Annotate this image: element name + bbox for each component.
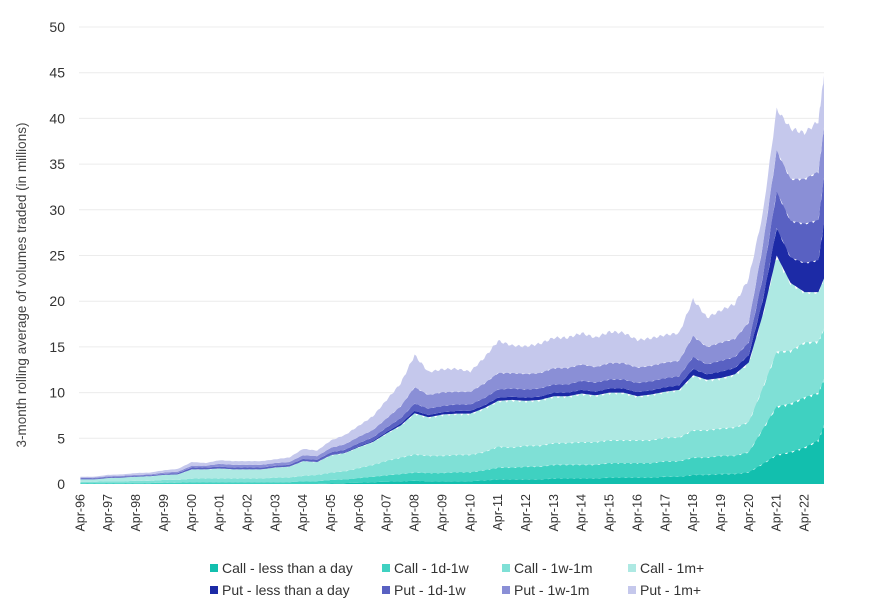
legend-label: Put - 1m+: [640, 582, 702, 598]
area-call-1w-1m: [80, 328, 824, 484]
x-tick-label: Apr-22: [798, 494, 812, 532]
y-tick-label: 30: [49, 202, 65, 218]
x-tick-label: Apr-99: [157, 494, 171, 532]
x-tick-label: Apr-00: [185, 494, 199, 532]
legend-item: Call - 1d-1w: [382, 560, 502, 576]
area-call-less-than-a-day: [80, 424, 824, 484]
y-tick-label: 50: [49, 19, 65, 35]
x-tick-label: Apr-08: [408, 494, 422, 532]
legend-label: Put - less than a day: [222, 582, 350, 598]
area-layers: [80, 75, 824, 484]
x-tick-label: Apr-17: [658, 494, 672, 532]
legend-item: Put - 1d-1w: [382, 582, 502, 598]
y-tick-label: 20: [49, 293, 65, 309]
legend-item: Put - 1m+: [628, 582, 738, 598]
legend-label: Call - 1d-1w: [394, 560, 469, 576]
legend-label: Put - 1d-1w: [394, 582, 466, 598]
x-tick-label: Apr-15: [603, 494, 617, 532]
y-tick-label: 40: [49, 110, 65, 126]
x-tick-label: Apr-16: [630, 494, 644, 532]
y-tick-label: 0: [57, 476, 65, 492]
x-tick-label: Apr-04: [296, 494, 310, 532]
x-tick-label: Apr-21: [770, 494, 784, 532]
x-tick-label: Apr-09: [435, 494, 449, 532]
y-tick-label: 5: [57, 430, 65, 446]
x-axis-ticks: Apr-96 Apr-97 Apr-98 Apr-99 Apr-00 Apr-01 Apr-…: [73, 494, 811, 532]
legend-item: Put - 1w-1m: [502, 582, 628, 598]
legend-swatch: [210, 586, 218, 594]
legend-label: Put - 1w-1m: [514, 582, 590, 598]
x-tick-label: Apr-12: [519, 494, 533, 532]
legend-item: Call - 1m+: [628, 560, 738, 576]
x-tick-label: Apr-02: [241, 494, 255, 532]
x-tick-label: Apr-05: [324, 494, 338, 532]
x-tick-label: Apr-96: [73, 494, 87, 532]
x-tick-label: Apr-13: [547, 494, 561, 532]
y-tick-label: 25: [49, 248, 65, 264]
y-tick-label: 10: [49, 385, 65, 401]
legend-label: Call - 1m+: [640, 560, 705, 576]
legend-swatch: [210, 564, 218, 572]
x-tick-label: Apr-11: [491, 494, 505, 531]
y-tick-label: 45: [49, 65, 65, 81]
gridlines: [79, 26, 824, 439]
legend-item: Call - less than a day: [210, 560, 382, 576]
legend: Call - less than a day Call - 1d-1w Call -…: [210, 560, 730, 598]
x-tick-label: Apr-18: [686, 494, 700, 532]
legend-swatch: [382, 564, 390, 572]
x-tick-label: Apr-10: [463, 494, 477, 532]
legend-swatch: [502, 564, 510, 572]
x-tick-label: Apr-07: [380, 494, 394, 532]
legend-swatch: [628, 564, 636, 572]
x-tick-label: Apr-98: [129, 494, 143, 532]
x-tick-label: Apr-97: [101, 494, 115, 532]
y-tick-label: 35: [49, 156, 65, 172]
y-axis-label: 3-month rolling average of volumes trade…: [14, 123, 29, 448]
x-tick-label: Apr-03: [268, 494, 282, 532]
x-tick-label: Apr-14: [575, 494, 589, 532]
x-tick-label: Apr-19: [714, 494, 728, 532]
legend-swatch: [628, 586, 636, 594]
x-tick-label: Apr-01: [213, 494, 227, 532]
legend-item: Call - 1w-1m: [502, 560, 628, 576]
y-tick-label: 15: [49, 339, 65, 355]
legend-label: Call - 1w-1m: [514, 560, 593, 576]
y-axis-ticks: 0 5 10 15 20 25 30 35 40 45 50: [49, 19, 65, 492]
legend-swatch: [502, 586, 510, 594]
x-tick-label: Apr-20: [742, 494, 756, 532]
legend-swatch: [382, 586, 390, 594]
area-call-1m-: [80, 257, 824, 482]
legend-item: Put - less than a day: [210, 582, 382, 598]
x-tick-label: Apr-06: [352, 494, 366, 532]
legend-label: Call - less than a day: [222, 560, 353, 576]
